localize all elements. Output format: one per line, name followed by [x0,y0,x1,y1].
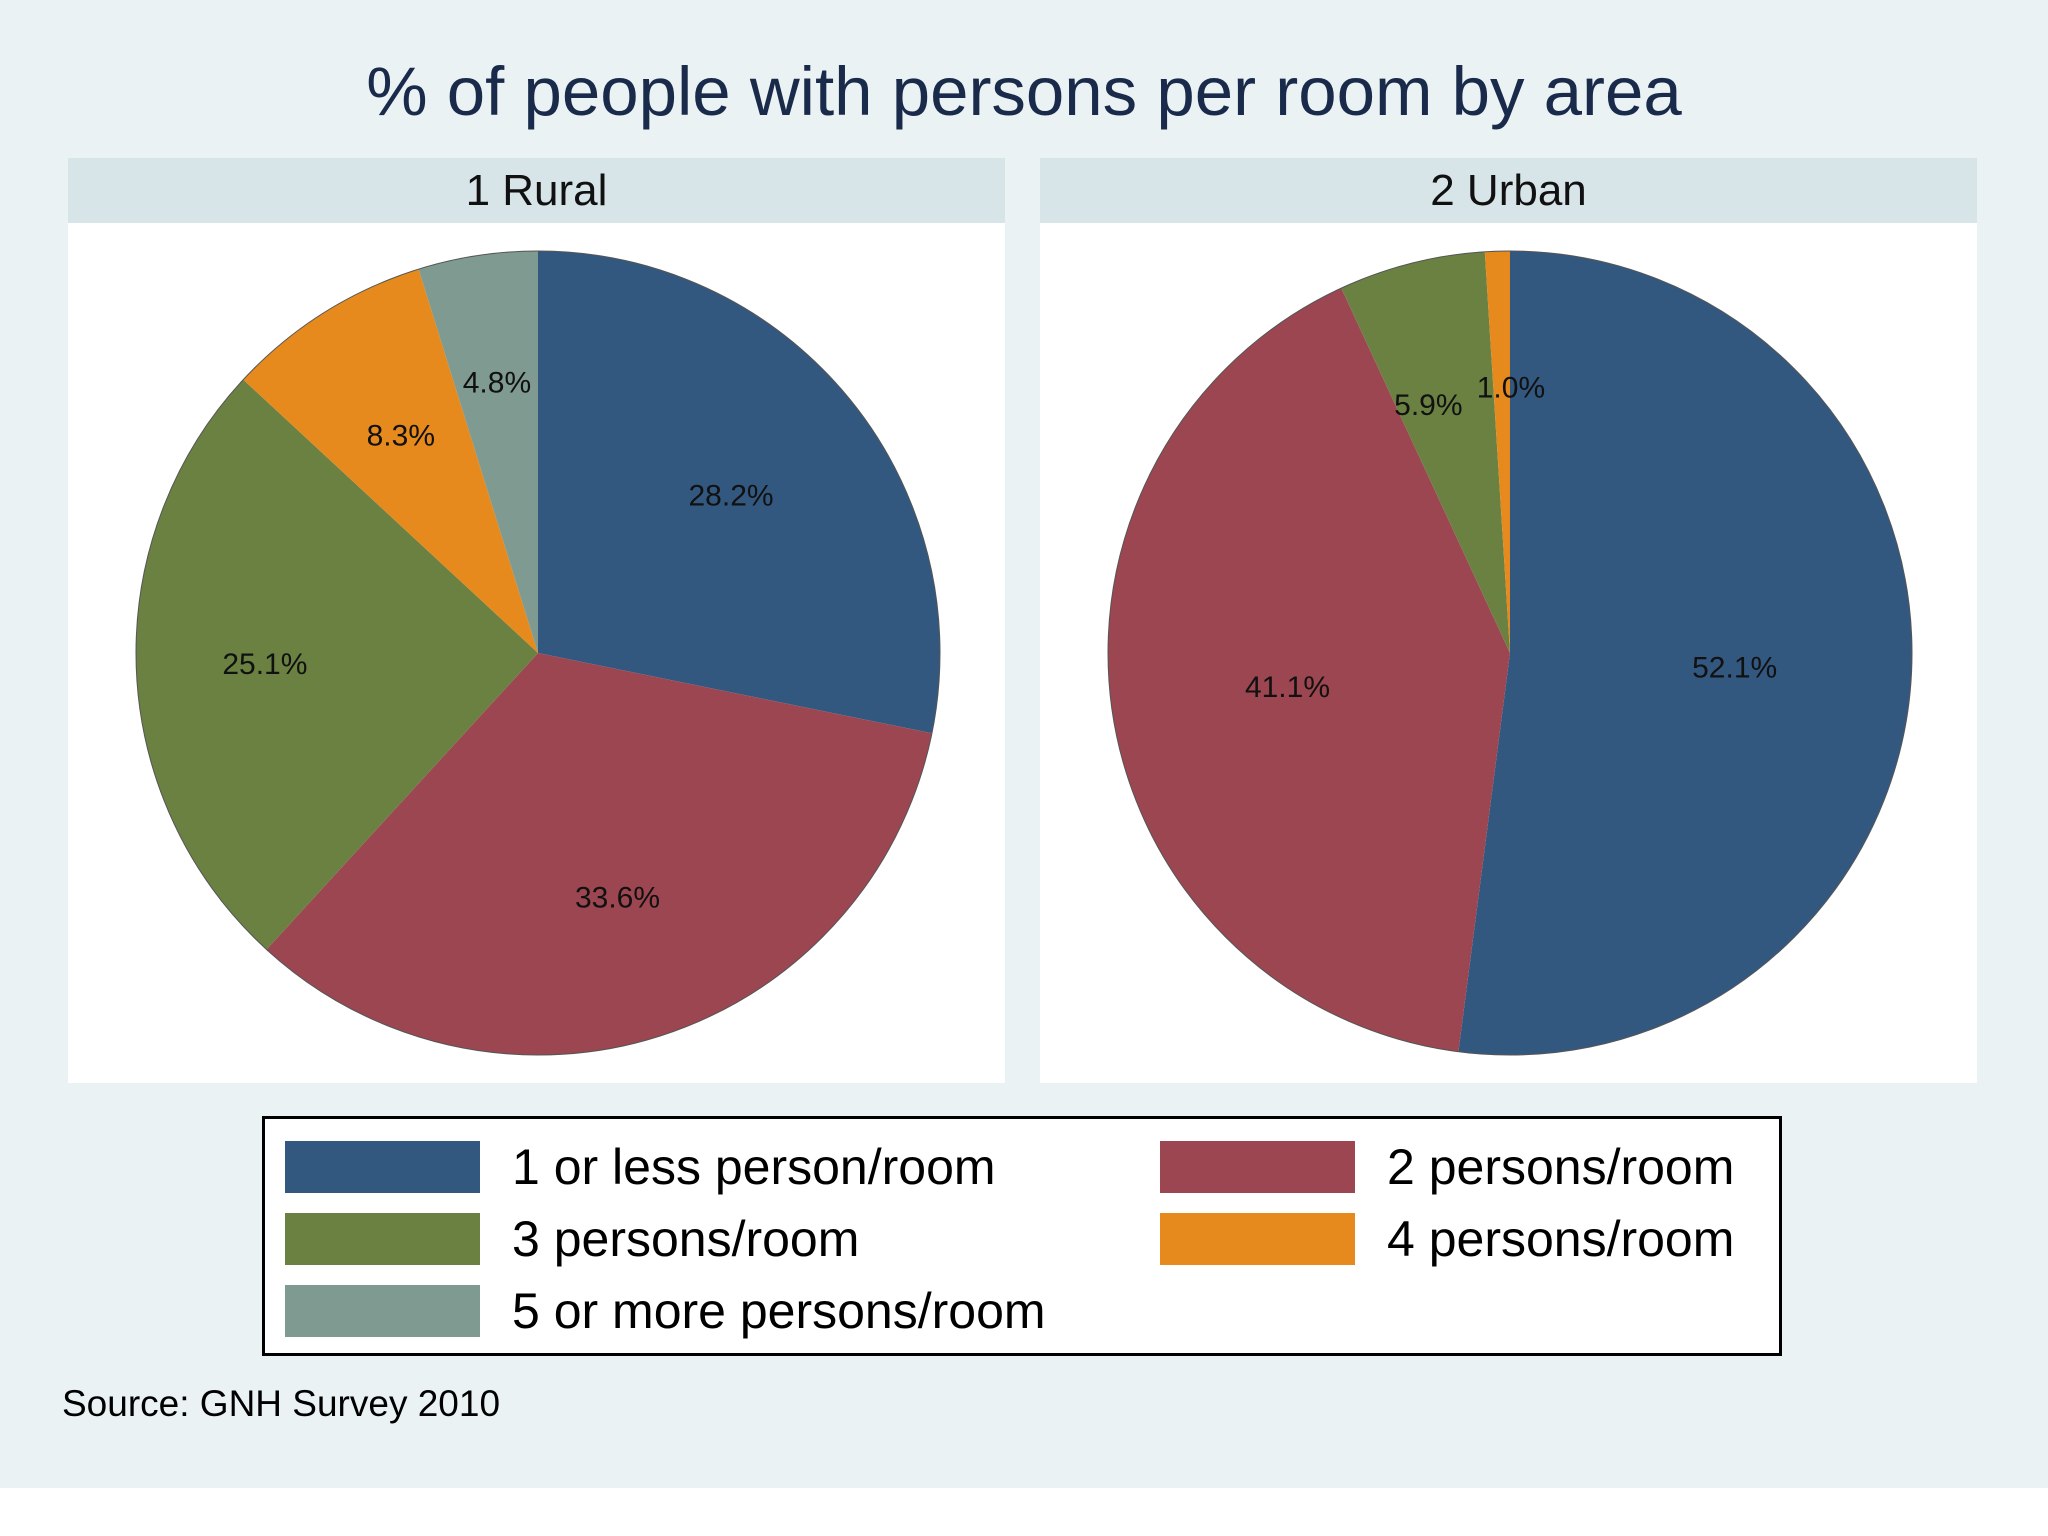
slice-label: 8.3% [367,419,435,452]
pie-slice [1108,288,1510,1052]
pie-slice [538,251,940,734]
legend-label: 4 persons/room [1387,1211,1735,1267]
source-note: Source: GNH Survey 2010 [62,1383,501,1424]
legend-swatch [285,1141,480,1193]
legend-label: 2 persons/room [1387,1139,1735,1195]
slice-label: 1.0% [1477,372,1545,405]
chart-title: % of people with persons per room by are… [366,53,1682,130]
plot-area-urban: 52.1% 41.1% 5.9% 1.0% [1040,223,1977,1083]
pie-slice [418,251,538,653]
legend-swatch [1160,1141,1355,1193]
legend-label: 1 or less person/room [512,1139,996,1195]
pie-slice [243,269,538,653]
pie-slice [1341,251,1510,653]
slice-label: 28.2% [688,479,773,512]
legend-swatch [1160,1213,1355,1265]
pie-slice [136,379,539,950]
legend-swatch [285,1285,480,1337]
pie-outline [1107,250,1913,1056]
slice-label: 25.1% [222,648,307,681]
slice-label: 41.1% [1245,671,1330,704]
panel-header-urban: 2 Urban [1040,158,1977,223]
legend-label: 3 persons/room [512,1211,860,1267]
legend-swatch [285,1213,480,1265]
pie-chart-rural: 28.2% 33.6% 25.1% 8.3% 4.8% [135,250,941,1056]
legend: 1 or less person/room 2 persons/room 3 p… [262,1116,1782,1356]
slice-label: 4.8% [463,367,531,400]
plot-area-rural: 28.2% 33.6% 25.1% 8.3% 4.8% [68,223,1005,1083]
legend-label: 5 or more persons/room [512,1283,1046,1339]
slice-label: 5.9% [1394,389,1462,422]
figure: % of people with persons per room by are… [0,0,2048,1488]
slice-label: 33.6% [575,882,660,915]
pie-slice [1484,251,1510,653]
pie-slice [266,653,932,1056]
panel-header-rural: 1 Rural [68,158,1005,223]
pie-slice [1458,251,1913,1056]
pie-chart-urban: 52.1% 41.1% 5.9% 1.0% [1107,250,1913,1056]
slice-label: 52.1% [1692,651,1777,684]
pie-outline [135,250,941,1056]
